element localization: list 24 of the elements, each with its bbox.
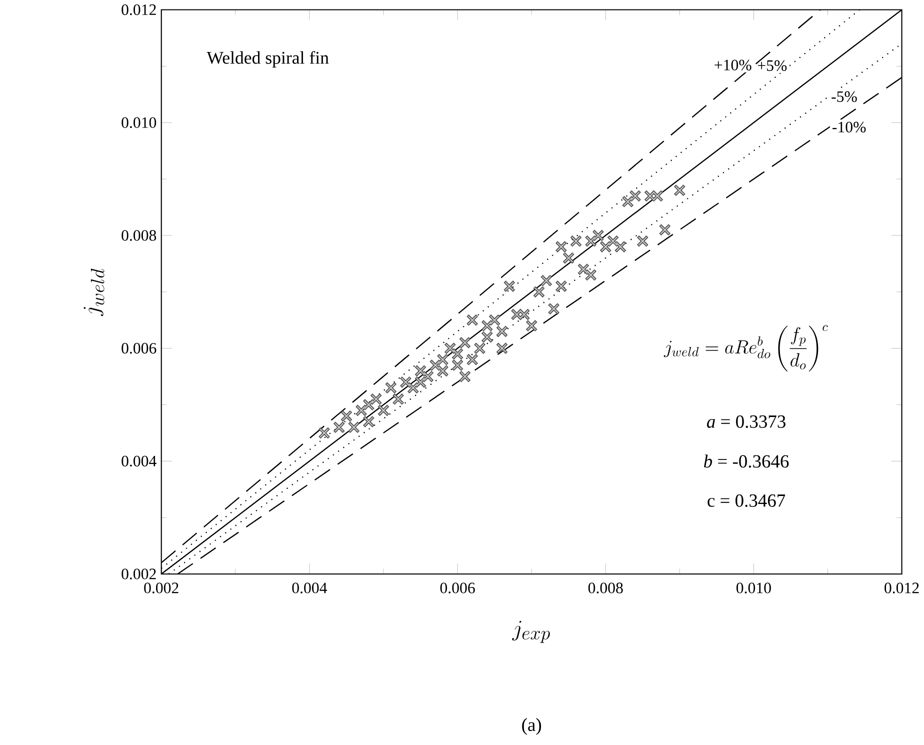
x-tick-label: 0.010 [736,582,771,594]
series-label: +5% [758,60,787,71]
y-tick-label: 0.006 [122,342,156,354]
y-tick-label: 0.008 [122,230,156,241]
x-tick-label: 0.002 [144,582,178,594]
x-tick-label: 0.004 [292,582,328,594]
text: (a) [522,718,542,735]
annotation: a = 0.3373 [706,415,786,428]
series-label: -10% [832,122,866,132]
text: Welded spiral fin [206,50,329,68]
x-axis-title: $j_{exp}$ [512,620,550,643]
x-tick-label: 0.006 [440,582,475,594]
annotation: b = -0.3646 [704,454,789,468]
y-tick-label: 0.002 [122,568,156,580]
y-tick-label: 0.004 [122,456,156,466]
y-axis-title: $j_{weld}$ [84,268,104,316]
y-tick-label: 0.010 [122,117,156,128]
x-tick-label: 0.008 [588,582,623,594]
y-tick-label: 0.012 [122,4,156,16]
series-label: -5% [832,91,857,102]
annotation: c = 0.3467 [708,494,786,507]
x-tick-label: 0.012 [884,582,919,594]
annotation: $j_{weld} = aRe_{do}^{b}\left(\frac{f_p}{d_o}\right)^{c}$ [664,324,828,372]
series-label: +10% [714,60,752,70]
